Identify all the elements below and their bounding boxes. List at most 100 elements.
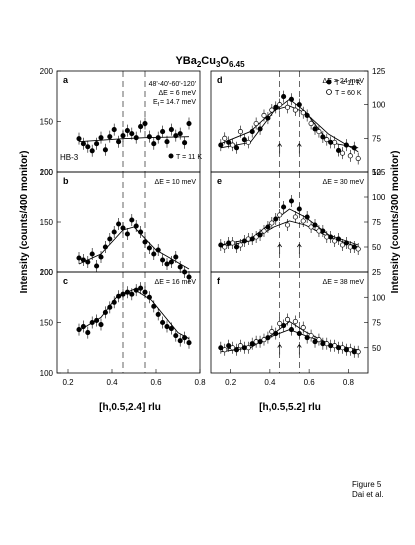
data-point-60k (316, 129, 322, 135)
data-point-60k (269, 107, 275, 113)
data-point-11k (296, 102, 302, 108)
data-point-11k (168, 127, 174, 133)
data-point-11k (186, 274, 192, 280)
panel-frame (56, 271, 201, 374)
data-point-60k (277, 102, 283, 108)
data-point-11k (351, 145, 357, 151)
data-point-60k (332, 238, 338, 244)
data-point-11k (89, 319, 95, 326)
data-point-11k (288, 327, 295, 333)
y-tick-label: 125 (372, 168, 386, 177)
figure-caption-authors: Dai et al. (352, 490, 384, 499)
data-point-11k (116, 293, 122, 299)
data-point-60k (253, 234, 259, 240)
data-point-11k (336, 147, 342, 154)
data-point-11k (129, 217, 135, 223)
data-point-11k (273, 104, 279, 110)
legend-marker-60k (326, 89, 332, 95)
y-tick-label: 100 (372, 193, 386, 202)
y-tick-label: 50 (372, 344, 381, 353)
data-point-60k (284, 222, 291, 228)
data-point-11k (102, 309, 108, 315)
data-point-60k (222, 244, 228, 250)
data-point-60k (355, 155, 361, 162)
data-point-11k (249, 236, 255, 242)
data-point-11k (336, 236, 342, 242)
data-point-11k (124, 289, 130, 295)
data-point-11k (111, 127, 117, 133)
data-point-11k (281, 322, 287, 329)
data-point-11k (155, 311, 161, 317)
figure-title: YBa2Cu3O6.45 (175, 55, 245, 69)
x-tick-label: 0.2 (62, 378, 74, 387)
y-tick-label: 150 (40, 319, 54, 328)
legend-marker-11k (326, 79, 332, 85)
data-point-11k (182, 335, 188, 341)
fit-curve-11k (78, 288, 190, 340)
data-point-11k (328, 343, 334, 349)
y-tick-label: 75 (372, 319, 381, 328)
y-axis-label-right: Intensity (counts/300 monitor) (390, 151, 401, 294)
data-point-11k (146, 134, 152, 140)
data-point-60k (253, 120, 259, 127)
data-point-11k (111, 229, 117, 235)
data-point-11k (273, 331, 279, 337)
data-point-11k (89, 148, 95, 154)
data-point-60k (316, 337, 322, 343)
data-point-60k (339, 150, 346, 156)
data-point-11k (288, 96, 295, 102)
y-tick-label: 75 (372, 134, 381, 143)
y-tick-label: 150 (40, 218, 54, 227)
data-point-11k (173, 254, 179, 260)
data-point-11k (120, 291, 126, 297)
data-point-11k (107, 236, 113, 242)
y-tick-label: 200 (40, 168, 54, 177)
data-point-60k (284, 104, 291, 110)
data-point-11k (124, 231, 130, 237)
data-point-11k (173, 333, 179, 339)
final-energy-label: Ef= 14.7 meV (153, 99, 196, 108)
legend-label-11k: T = 11 K (335, 80, 361, 87)
data-point-11k (160, 257, 166, 263)
data-point-11k (111, 299, 117, 305)
y-tick-label: 100 (40, 369, 54, 378)
data-point-11k (164, 261, 170, 267)
data-point-11k (129, 131, 135, 137)
data-point-11k (107, 304, 113, 310)
data-point-60k (324, 137, 330, 143)
panel-frame (210, 171, 369, 273)
x-tick-label: 0.4 (264, 378, 276, 387)
data-point-11k (138, 285, 144, 291)
panel-letter: f (217, 276, 221, 286)
panel-energy-label: ΔE = 16 meV (155, 279, 197, 286)
data-point-11k (265, 115, 271, 121)
legend-label-60k: T = 60 K (335, 90, 362, 97)
data-point-11k (336, 345, 342, 351)
data-point-60k (300, 324, 306, 331)
data-point-11k (320, 341, 326, 347)
data-point-60k (355, 246, 361, 252)
arrow-marker (277, 142, 282, 154)
y-tick-label: 125 (372, 67, 386, 76)
data-point-60k (308, 120, 314, 127)
data-point-60k (261, 112, 267, 118)
data-point-11k (133, 135, 139, 141)
legend-marker-11k-left (168, 153, 174, 159)
data-point-11k (133, 287, 139, 293)
data-point-11k (142, 289, 148, 295)
data-point-11k (173, 133, 179, 139)
data-point-60k (222, 135, 228, 141)
data-point-11k (155, 135, 161, 141)
data-point-60k (222, 347, 228, 353)
data-point-11k (312, 126, 318, 132)
data-point-11k (107, 134, 113, 140)
data-point-11k (241, 238, 247, 244)
data-point-11k (142, 239, 148, 245)
arrow-marker (277, 243, 282, 254)
data-point-11k (304, 335, 310, 341)
panel-letter: e (217, 176, 222, 186)
data-point-11k (186, 340, 192, 346)
data-point-11k (296, 331, 302, 337)
data-point-60k (261, 337, 267, 343)
panel-energy-label: ΔE = 24 meV (323, 78, 365, 85)
